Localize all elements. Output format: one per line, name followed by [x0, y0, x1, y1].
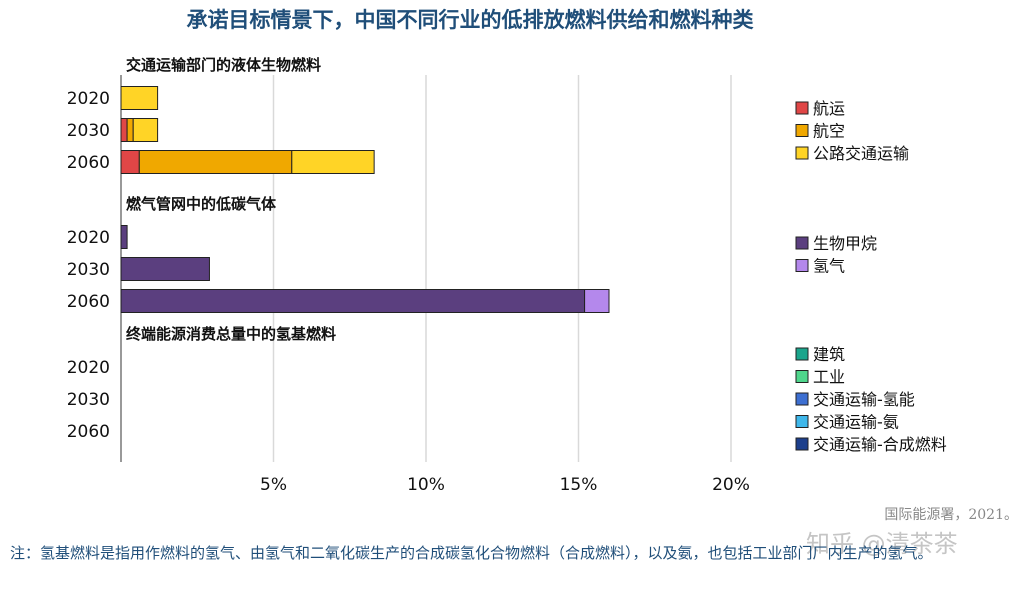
legend-swatch [795, 259, 809, 272]
chart-title: 承诺目标情景下，中国不同行业的低排放燃料供给和燃料种类 [186, 8, 754, 32]
legend-label: 氢气 [813, 257, 845, 276]
legend-swatch [795, 392, 809, 406]
panel-title: 交通运输部门的液体生物燃料 [126, 56, 321, 74]
bar-segment [120, 289, 586, 313]
legend-swatch [795, 415, 809, 428]
bar-segment [120, 118, 128, 142]
legend-swatch [795, 101, 809, 115]
year-label: 2030 [67, 390, 110, 410]
legend-label: 交通运输-氢能 [813, 390, 915, 409]
bar-segment [584, 289, 610, 313]
bar-segment [132, 118, 159, 142]
chart-svg: 5% 10% 15% 20% 交通运输部门的液体生物燃料 2020 2030 2060 航运航空… [67, 56, 947, 495]
legend-label: 交通运输-合成燃料 [813, 435, 947, 454]
year-label: 2030 [67, 260, 110, 280]
legend-label: 生物甲烷 [813, 234, 877, 253]
panel-title: 终端能源消费总量中的氢基燃料 [126, 325, 336, 343]
legend-swatch [795, 347, 809, 361]
year-label: 2060 [67, 153, 110, 173]
panel-title: 燃气管网中的低碳气体 [126, 195, 277, 213]
footnote: 注：氢基燃料是指用作燃料的氢气、由氢气和二氧化碳生产的合成碳氢化合物燃料（合成燃… [10, 544, 933, 562]
source-text: 国际能源署，2021。 [884, 507, 1018, 523]
bar-segment [138, 150, 293, 174]
year-label: 2060 [67, 292, 110, 312]
x-tick-label: 5% [260, 475, 287, 495]
bar-segment [120, 225, 128, 249]
bar-segment [120, 257, 210, 281]
legend-label: 工业 [813, 368, 845, 387]
legend-swatch [795, 370, 809, 383]
x-tick-label: 20% [712, 475, 750, 495]
bar-segment [291, 150, 375, 174]
watermark: 知乎 @清茶茶 [806, 530, 958, 558]
legend-label: 建筑 [813, 345, 845, 364]
year-label: 2030 [67, 121, 110, 141]
bar-segment [120, 150, 140, 174]
legend-swatch [795, 236, 809, 250]
bar-segment [120, 86, 159, 110]
bar-segment [126, 118, 134, 142]
year-label: 2020 [67, 228, 110, 248]
year-label: 2020 [67, 358, 110, 378]
x-tick-label: 15% [560, 475, 598, 495]
legend-label: 交通运输-氨 [813, 413, 899, 432]
legend-swatch [795, 146, 809, 160]
year-label: 2060 [67, 422, 110, 442]
legend-label: 航运 [813, 99, 845, 118]
x-tick-label: 10% [407, 475, 445, 495]
year-label: 2020 [67, 89, 110, 109]
legend-label: 航空 [813, 122, 845, 141]
legend-label: 公路交通运输 [813, 144, 909, 163]
legend-swatch [795, 437, 809, 451]
legend-swatch [795, 124, 809, 137]
